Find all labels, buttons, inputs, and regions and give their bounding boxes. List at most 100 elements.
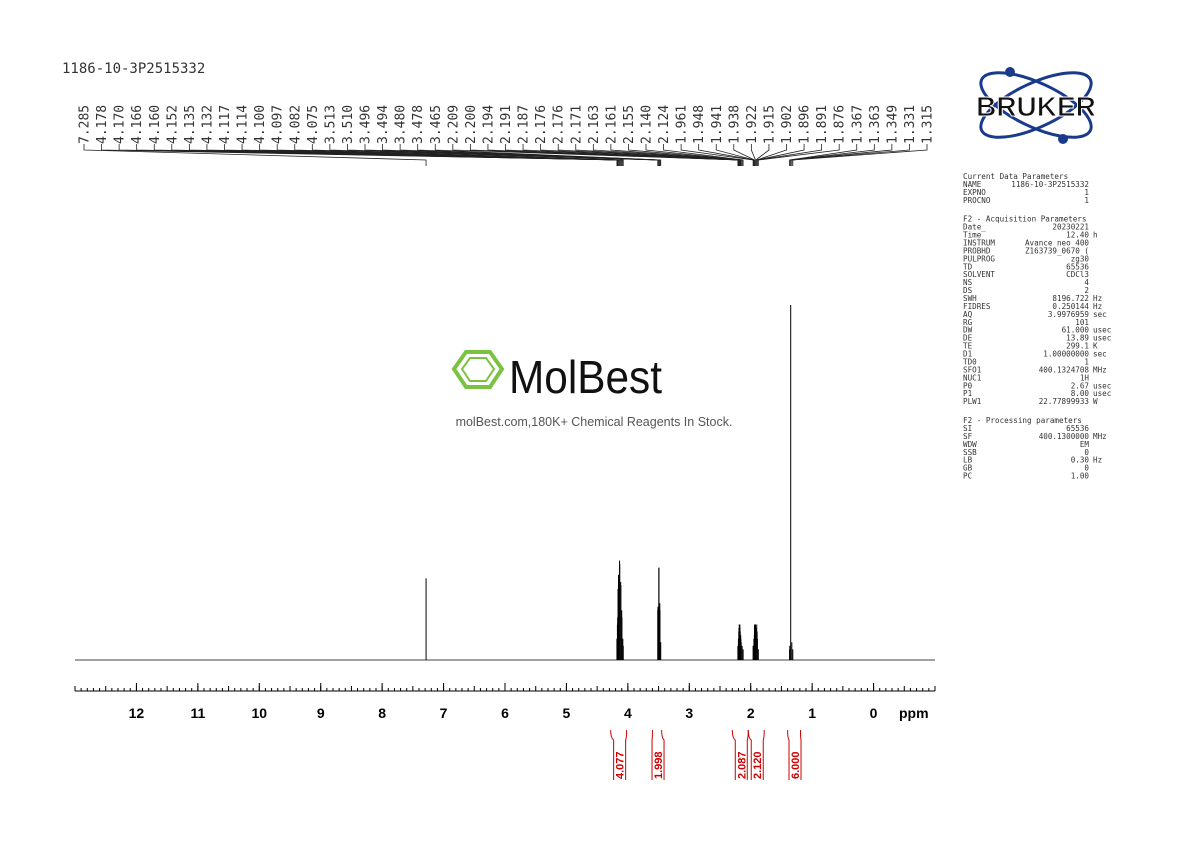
peak-connector <box>680 144 754 166</box>
x-tick-label: 9 <box>317 705 325 721</box>
peak-connector <box>715 144 755 166</box>
parameter-value: 101 <box>1075 318 1089 327</box>
peak-label: 2.176 <box>534 105 549 144</box>
parameters-section-title: Current Data Parameters <box>963 172 1068 181</box>
parameter-unit: Hz <box>1093 302 1102 311</box>
peak-label: 4.166 <box>130 105 145 144</box>
integral-bracket <box>610 729 628 780</box>
parameter-key: RG <box>963 318 973 327</box>
peak-label: 3.478 <box>411 105 426 144</box>
peak-label: 1.938 <box>727 105 742 144</box>
parameter-key: PULPROG <box>963 254 995 263</box>
parameter-value: 1 <box>1084 188 1089 197</box>
parameter-value: 1.00000000 <box>1043 350 1089 359</box>
x-tick-label: 3 <box>685 705 693 721</box>
peak-connector <box>540 144 741 166</box>
peak-label: 2.187 <box>517 105 532 144</box>
parameter-key: GB <box>963 464 973 473</box>
x-tick-label: 12 <box>129 705 145 721</box>
parameter-value: Z163739_0670 ( <box>1025 246 1089 255</box>
logo-text: BRUKER <box>976 91 1096 122</box>
parameter-key: PLW1 <box>963 397 982 406</box>
peak-connector <box>522 144 740 166</box>
x-tick-label: 0 <box>870 705 878 721</box>
peak-label: 1.961 <box>675 105 690 144</box>
peak-label: 1.367 <box>850 105 865 144</box>
logo-orbit <box>979 71 1093 139</box>
peak-connector <box>663 144 744 166</box>
parameter-key: NUC1 <box>963 373 982 382</box>
parameter-value: 20230221 <box>1052 223 1089 232</box>
peak-connector <box>434 144 662 166</box>
peak-label: 3.513 <box>323 105 338 144</box>
parameter-unit: Hz <box>1093 294 1102 303</box>
parameter-key: DS <box>963 286 973 295</box>
peak-connector <box>750 144 756 166</box>
peak-label: 4.132 <box>200 105 215 144</box>
parameter-value: 22.77899933 <box>1039 397 1089 406</box>
parameters-section-title: F2 - Processing parameters <box>963 416 1082 425</box>
parameter-value: 65536 <box>1066 262 1089 271</box>
parameter-value: 3.9976959 <box>1048 310 1090 319</box>
peak-label: 1.915 <box>762 105 777 144</box>
x-tick-label: 7 <box>440 705 448 721</box>
logo-dot <box>1058 134 1068 144</box>
parameter-key: FIDRES <box>963 302 991 311</box>
peak-label: 1.876 <box>833 105 848 144</box>
parameter-value: 400.1324708 <box>1039 365 1090 374</box>
parameter-key: TD <box>963 262 973 271</box>
parameter-key: P1 <box>963 389 973 398</box>
peak-label: 1.922 <box>745 105 760 144</box>
parameter-unit: sec <box>1093 350 1107 359</box>
peak-label: 4.117 <box>218 105 233 144</box>
parameter-key: NAME <box>963 180 982 189</box>
watermark: MolBest molBest.com,180K+ Chemical Reage… <box>451 350 733 429</box>
chart-title: 1186-10-3P2515332 <box>62 61 205 77</box>
parameter-key: LB <box>963 456 973 465</box>
parameter-key: P0 <box>963 381 973 390</box>
parameter-value: 400.1300000 <box>1039 432 1090 441</box>
x-tick-label: 4 <box>624 705 632 721</box>
parameter-key: Time <box>963 231 982 240</box>
parameter-unit: Hz <box>1093 456 1102 465</box>
peak-connector <box>311 144 624 166</box>
peak-label: 3.465 <box>429 105 444 144</box>
parameter-unit: usec <box>1093 389 1111 398</box>
peak-connector <box>83 144 427 166</box>
peak-label: 4.097 <box>271 105 286 144</box>
parameter-key: DE <box>963 334 973 343</box>
x-tick-label: 11 <box>190 705 205 721</box>
peak-label: 1.315 <box>921 105 936 144</box>
parameter-value: 1 <box>1084 357 1089 366</box>
parameter-key: EXPNO <box>963 188 986 197</box>
x-tick-label: 2 <box>747 705 755 721</box>
peak-connector <box>791 144 910 166</box>
parameter-value: 1H <box>1080 373 1090 382</box>
logo-orbit <box>979 71 1093 139</box>
integral-label: 1.998 <box>653 751 665 779</box>
peak-label: 4.178 <box>95 105 110 144</box>
watermark-tagline: molBest.com,180K+ Chemical Reagents In S… <box>456 415 733 429</box>
peak-label: 2.124 <box>657 105 672 144</box>
parameter-value: 0 <box>1084 448 1089 457</box>
x-tick-label: 5 <box>563 705 571 721</box>
x-axis-label: ppm <box>899 705 929 721</box>
peak-label: 4.100 <box>253 105 268 144</box>
peak-label: 2.155 <box>622 105 637 144</box>
parameter-key: SFO1 <box>963 365 982 374</box>
parameter-value: Avance neo 400 <box>1025 239 1089 248</box>
parameter-key: AQ <box>963 310 973 319</box>
peak-label: 4.082 <box>288 105 303 144</box>
peak-label: 2.140 <box>640 105 655 144</box>
parameter-value: 61.000 <box>1062 326 1090 335</box>
parameter-unit: sec <box>1093 310 1107 319</box>
peak-label: 1.896 <box>798 105 813 144</box>
peak-connector <box>757 144 840 166</box>
parameter-key: TD0 <box>963 357 977 366</box>
integral-bracket <box>747 729 765 780</box>
x-tick-label: 1 <box>808 705 816 721</box>
integral-label: 2.120 <box>752 751 764 779</box>
peak-label: 2.161 <box>604 105 619 144</box>
peak-label: 4.135 <box>183 105 198 144</box>
